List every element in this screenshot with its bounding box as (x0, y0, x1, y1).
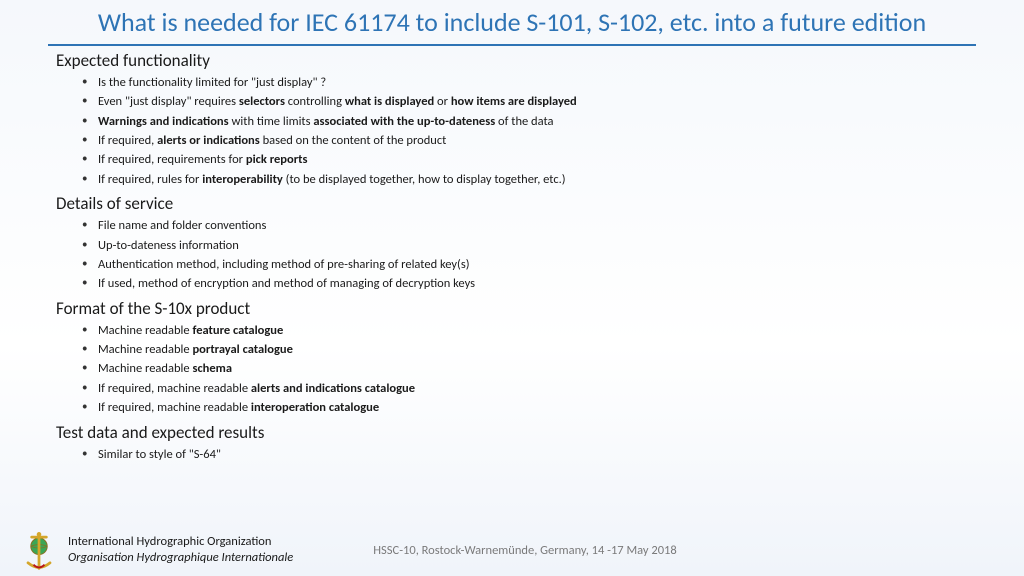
organization-name: International Hydrographic Organization … (68, 534, 293, 565)
section-bullets: File name and folder conventions Up-to-d… (56, 216, 976, 294)
conference-info: HSSC-10, Rostock-Warnemünde, Germany, 14… (373, 543, 676, 558)
slide-body: Expected functionality Is the functional… (0, 50, 1024, 464)
section-heading: Format of the S-10x product (56, 298, 976, 319)
bullet-item: Even "just display" requires selectors c… (98, 92, 976, 111)
bullet-item: Up-to-dateness information (98, 236, 976, 255)
bullet-item: Similar to style of "S-64" (98, 445, 976, 464)
org-line-fr: Organisation Hydrographique Internationa… (68, 550, 293, 566)
bullet-item: If used, method of encryption and method… (98, 274, 976, 293)
slide-title: What is needed for IEC 61174 to include … (0, 0, 1024, 42)
bullet-item: Machine readable feature catalogue (98, 321, 976, 340)
section-bullets: Similar to style of "S-64" (56, 445, 976, 464)
footer: International Hydrographic Organization … (0, 524, 1024, 576)
bullet-item: Machine readable portrayal catalogue (98, 340, 976, 359)
section-0: Expected functionality Is the functional… (56, 50, 976, 189)
bullet-item: Is the functionality limited for "just d… (98, 73, 976, 92)
section-1: Details of service File name and folder … (56, 193, 976, 294)
section-bullets: Is the functionality limited for "just d… (56, 73, 976, 189)
section-2: Format of the S-10x product Machine read… (56, 298, 976, 418)
section-bullets: Machine readable feature catalogue Machi… (56, 321, 976, 418)
bullet-item: If required, requirements for pick repor… (98, 150, 976, 169)
bullet-item: If required, alerts or indications based… (98, 131, 976, 150)
bullet-item: Machine readable schema (98, 359, 976, 378)
bullet-item: If required, machine readable interopera… (98, 398, 976, 417)
bullet-item: Authentication method, including method … (98, 255, 976, 274)
bullet-item: Warnings and indications with time limit… (98, 112, 976, 131)
org-line-en: International Hydrographic Organization (68, 534, 293, 550)
bullet-item: File name and folder conventions (98, 216, 976, 235)
bullet-item: If required, machine readable alerts and… (98, 379, 976, 398)
bullet-item: If required, rules for interoperability … (98, 170, 976, 189)
section-heading: Expected functionality (56, 50, 976, 71)
section-heading: Details of service (56, 193, 976, 214)
title-underline (48, 44, 976, 46)
section-heading: Test data and expected results (56, 422, 976, 443)
iho-logo-icon (20, 528, 58, 572)
section-3: Test data and expected results Similar t… (56, 422, 976, 464)
